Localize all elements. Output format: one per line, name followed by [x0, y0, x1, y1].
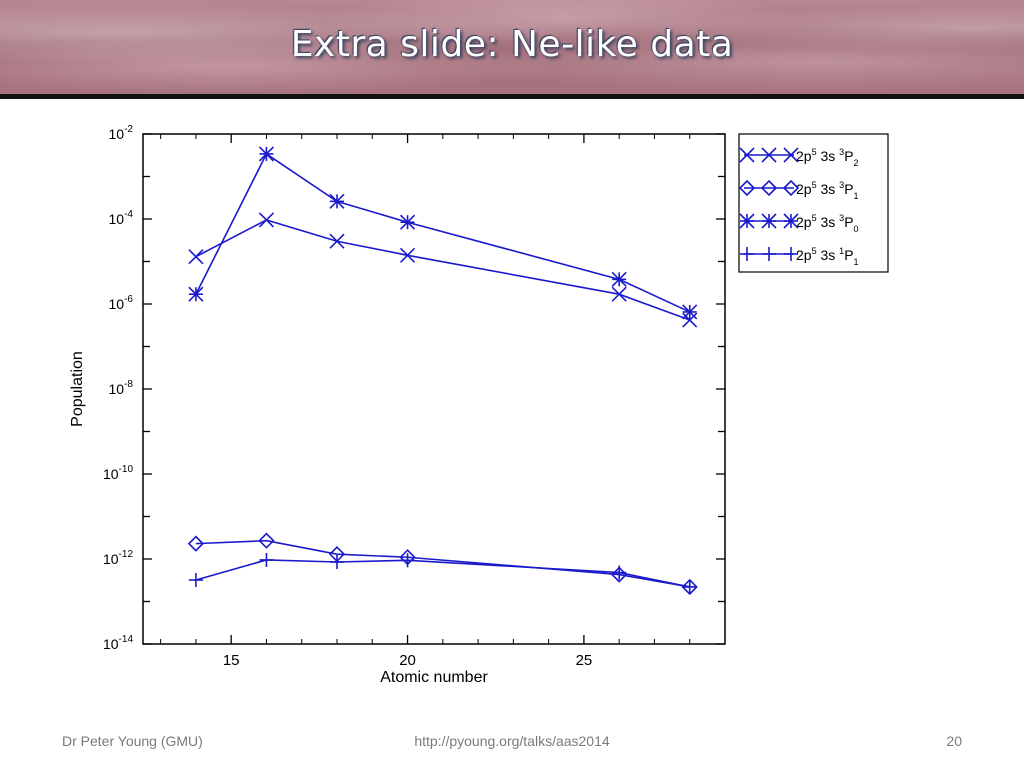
- series-lines: [187, 146, 698, 596]
- data-point: [760, 179, 778, 197]
- x-tick-label: 20: [399, 652, 416, 669]
- series-P1-plus: [188, 552, 697, 594]
- legend-label: 2p5 3s 3P1: [796, 180, 859, 201]
- x-tick-label: 15: [223, 652, 240, 669]
- data-point: [783, 213, 799, 229]
- data-point: [784, 247, 798, 261]
- data-point: [330, 554, 344, 569]
- data-point: [329, 193, 345, 209]
- legend-entry: 2p5 3s 3P0: [739, 213, 859, 234]
- data-point: [762, 247, 776, 261]
- series-line: [195, 219, 691, 321]
- marker-stroke: [782, 179, 800, 197]
- data-point: [258, 212, 275, 228]
- x-tick-label: 25: [576, 652, 593, 669]
- data-point: [611, 286, 627, 302]
- data-point: [682, 579, 697, 594]
- marker-stroke: [258, 212, 275, 228]
- title-divider: [0, 94, 1024, 99]
- axis-ticks: 15 20 25 10-2 10-4 10-6 10-8 10-10 10-12 10-14: [103, 124, 726, 669]
- series-line: [195, 559, 690, 588]
- marker-stroke: [682, 312, 698, 328]
- marker-stroke: [187, 535, 205, 552]
- marker-stroke: [258, 532, 275, 549]
- data-point: [188, 286, 204, 302]
- marker-stroke: [739, 147, 755, 163]
- data-point: [611, 271, 627, 287]
- legend-entry: 2p5 3s 3P1: [738, 179, 859, 201]
- data-point: [188, 249, 204, 265]
- legend: 2p5 3s 3P2 2p5 3s 3P1 2p5 3s 3P0 2p5 3s 1P1: [738, 133, 889, 273]
- marker-stroke: [329, 233, 345, 249]
- slide-title: Extra slide: Ne-like data: [290, 24, 734, 65]
- data-point: [740, 247, 754, 261]
- legend-entry: 2p5 3s 3P2: [739, 147, 859, 168]
- data-point: [187, 535, 205, 552]
- data-point: [739, 213, 755, 229]
- y-tick-label: 10-14: [103, 634, 133, 652]
- page-number: 20: [946, 733, 962, 749]
- footer-url: http://pyoung.org/talks/aas2014: [414, 733, 610, 749]
- data-point: [761, 147, 777, 163]
- data-point: [259, 552, 274, 567]
- data-point: [761, 213, 777, 229]
- marker-stroke: [760, 179, 778, 197]
- marker-stroke: [188, 249, 204, 265]
- data-point: [399, 247, 416, 263]
- y-tick-label: 10-12: [103, 549, 133, 567]
- plot-area: [142, 133, 726, 645]
- legend-box: [738, 133, 889, 273]
- legend-label: 2p5 3s 3P2: [796, 147, 859, 168]
- series-P0-star: [188, 146, 698, 320]
- data-point: [188, 573, 203, 588]
- data-point: [783, 147, 799, 163]
- data-point: [682, 304, 698, 320]
- title-banner: [0, 0, 1024, 94]
- marker-stroke: [399, 247, 416, 263]
- x-axis-label: Atomic number: [380, 669, 488, 686]
- data-point: [682, 312, 698, 328]
- y-axis-label: Population: [69, 351, 86, 427]
- data-point: [329, 233, 345, 249]
- data-point: [258, 532, 275, 549]
- data-point: [258, 146, 275, 162]
- marker-stroke: [783, 147, 799, 163]
- series-line: [195, 539, 690, 588]
- y-tick-label: 10-2: [109, 124, 134, 142]
- footer-author: Dr Peter Young (GMU): [62, 733, 203, 749]
- marker-stroke: [761, 147, 777, 163]
- y-tick-label: 10-8: [109, 379, 134, 397]
- data-point: [400, 553, 415, 568]
- data-point: [738, 179, 756, 197]
- marker-stroke: [738, 179, 756, 197]
- y-tick-label: 10-10: [103, 464, 133, 482]
- series-P2-x: [188, 212, 698, 328]
- y-tick-label: 10-6: [109, 294, 134, 312]
- data-point: [612, 565, 627, 580]
- data-point: [782, 179, 800, 197]
- data-point: [399, 214, 416, 230]
- legend-label: 2p5 3s 3P0: [796, 213, 859, 234]
- legend-label: 2p5 3s 1P1: [796, 246, 859, 267]
- y-tick-label: 10-4: [109, 209, 134, 227]
- data-point: [739, 147, 755, 163]
- legend-entry: 2p5 3s 1P1: [740, 246, 859, 267]
- series-line: [195, 152, 691, 313]
- marker-stroke: [611, 286, 627, 302]
